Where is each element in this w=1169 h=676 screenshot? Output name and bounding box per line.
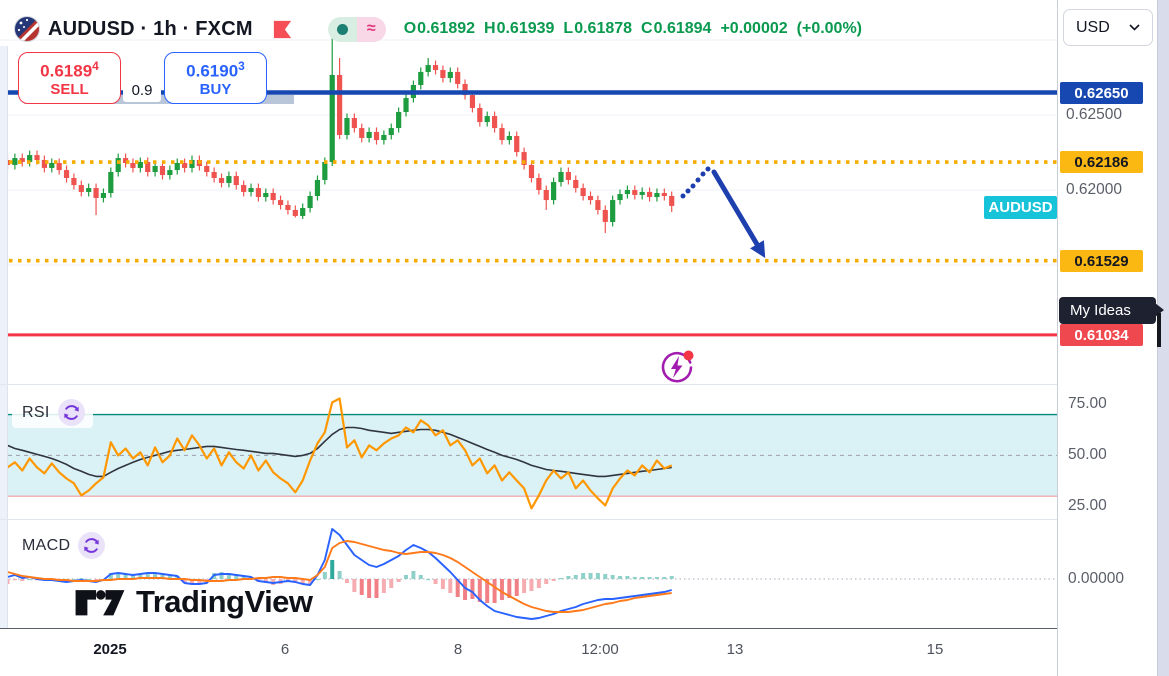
boost-lightning-icon[interactable] xyxy=(658,348,695,385)
spread-value: 0.9 xyxy=(123,78,161,102)
macd-indicator-label[interactable]: MACD xyxy=(12,530,114,561)
chevron-down-icon xyxy=(1129,24,1140,31)
watermark-text: TradingView xyxy=(136,584,313,619)
tradingview-watermark: TradingView xyxy=(74,582,313,622)
indicator-scale-label: 0.00000 xyxy=(1068,569,1125,587)
rsi-text: RSI xyxy=(22,403,50,421)
time-tick: 12:00 xyxy=(581,641,619,658)
left-panel-edge xyxy=(0,46,8,676)
time-tick: 6 xyxy=(280,641,290,658)
time-tick: 2025 xyxy=(93,641,127,658)
pane-separator[interactable] xyxy=(0,519,1157,520)
price-label: 0.62000 xyxy=(1066,180,1123,198)
currency-value: USD xyxy=(1076,18,1110,36)
flag-bookmark-icon[interactable] xyxy=(271,18,294,41)
macd-refresh-icon[interactable] xyxy=(78,532,106,559)
ohlc-L: L0.61878 xyxy=(563,20,633,37)
rsi-indicator-label[interactable]: RSI xyxy=(12,397,93,428)
ohlc-H: H0.61939 xyxy=(484,20,555,37)
ohlc-values: O0.61892 H0.61939 L0.61878 C0.61894 +0.00002… xyxy=(404,20,862,38)
approx-icon: ≈ xyxy=(356,16,386,42)
rsi-refresh-icon[interactable] xyxy=(57,399,85,426)
buy-button[interactable]: 0.61903 BUY xyxy=(164,52,267,104)
price-label: 0.61529 xyxy=(1060,250,1143,272)
price-label: 0.62186 xyxy=(1060,151,1143,173)
time-tick: 13 xyxy=(726,641,744,658)
time-axis[interactable]: 2025 6 8 12:00 13 15 xyxy=(0,629,1169,676)
price-label: 0.62650 xyxy=(1060,82,1143,104)
market-open-dot-icon xyxy=(327,16,357,42)
indicator-scale-label: 75.00 xyxy=(1068,394,1107,412)
price-label: 0.62500 xyxy=(1066,105,1123,123)
my-ideas-tooltip: My Ideas xyxy=(1059,297,1156,324)
change-pct: (+0.00%) xyxy=(796,20,863,37)
price-scale[interactable]: USD 0.62650 0.62500 0.62186 0.62000 0.61529 0… xyxy=(1058,0,1157,676)
ohlc-C: C0.61894 xyxy=(641,20,712,37)
sell-label: SELL xyxy=(50,80,89,98)
tradingview-logo-icon xyxy=(75,590,125,616)
audusd-pair-flag-icon xyxy=(14,16,40,42)
pane-separator[interactable] xyxy=(0,384,1157,385)
currency-dropdown[interactable]: USD xyxy=(1063,9,1153,46)
sell-button[interactable]: 0.61894 SELL xyxy=(18,52,121,104)
my-ideas-tooltip-arrow xyxy=(1155,303,1164,317)
price-label: 0.61034 xyxy=(1060,324,1143,346)
ohlc-O: O0.61892 xyxy=(403,20,476,37)
time-tick: 8 xyxy=(453,641,463,658)
symbol-title[interactable]: AUDUSD · 1h · FXCM xyxy=(48,17,253,40)
sell-price: 0.61894 xyxy=(40,59,99,81)
change: +0.00002 xyxy=(720,20,788,37)
time-tick: 15 xyxy=(926,641,944,658)
scale-separator xyxy=(1057,0,1058,676)
indicator-scale-label: 25.00 xyxy=(1068,496,1107,514)
buy-price: 0.61903 xyxy=(186,59,245,81)
indicator-scale-label: 50.00 xyxy=(1068,445,1107,463)
ideas-panel-handle[interactable] xyxy=(1157,313,1161,347)
buy-label: BUY xyxy=(199,80,232,98)
symbol-header: AUDUSD · 1h · FXCM ≈ O0.61892 H0.61939 L0.… xyxy=(14,14,862,44)
market-status-toggle[interactable]: ≈ xyxy=(327,16,386,42)
symbol-price-badge: AUDUSD xyxy=(984,196,1057,219)
axis-separator xyxy=(0,628,1169,630)
macd-text: MACD xyxy=(22,536,71,554)
